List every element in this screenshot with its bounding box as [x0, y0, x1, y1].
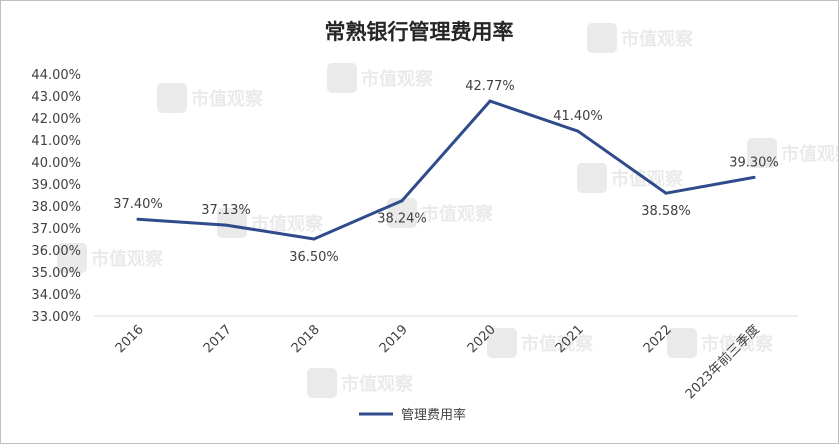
series-line	[136, 99, 756, 241]
watermark-text: 市值观察	[361, 68, 434, 90]
watermark-text: 市值观察	[341, 373, 414, 395]
watermark-logo-icon	[327, 63, 357, 93]
y-tick-label: 35.00%	[31, 266, 81, 281]
watermark: 市值观察	[307, 368, 414, 398]
watermark-text: 市值观察	[421, 203, 494, 225]
data-label: 36.50%	[289, 250, 339, 265]
y-tick-label: 40.00%	[31, 156, 81, 171]
x-tick-label: 2017	[201, 322, 235, 356]
y-tick-label: 38.00%	[31, 200, 81, 215]
y-tick-label: 42.00%	[31, 112, 81, 127]
y-tick-label: 41.00%	[31, 134, 81, 149]
watermark-logo-icon	[667, 328, 697, 358]
watermark: 市值观察	[747, 138, 838, 168]
watermark-logo-icon	[487, 328, 517, 358]
y-tick-label: 37.00%	[31, 222, 81, 237]
y-tick-label: 39.00%	[31, 178, 81, 193]
watermark: 市值观察	[667, 328, 774, 358]
watermark-text: 市值观察	[91, 248, 164, 270]
x-tick-label: 2018	[289, 322, 323, 356]
data-labels: 37.40% 37.13% 36.50% 38.24% 42.77% 41.40% 38.5…	[113, 79, 779, 265]
data-point	[224, 223, 228, 227]
watermark: 市值观察	[217, 208, 324, 238]
data-label: 38.24%	[377, 212, 427, 227]
data-label: 37.13%	[201, 203, 251, 218]
legend-label: 管理费用率	[401, 407, 466, 423]
x-tick-label: 2019	[377, 322, 411, 356]
watermark-text: 市值观察	[191, 88, 264, 110]
watermark-logo-icon	[307, 368, 337, 398]
watermark: 市值观察	[157, 83, 264, 113]
watermark-logo-icon	[57, 243, 87, 273]
data-point	[576, 129, 580, 133]
data-label: 39.30%	[729, 155, 779, 170]
y-tick-label: 33.00%	[31, 310, 81, 325]
watermark: 市值观察	[327, 63, 434, 93]
watermark-text: 市值观察	[621, 28, 694, 50]
data-point	[312, 237, 316, 241]
data-point	[400, 199, 404, 203]
y-tick-label: 44.00%	[31, 68, 81, 83]
data-label: 41.40%	[553, 109, 603, 124]
series-layer	[136, 99, 756, 241]
x-axis-ticks: 2016 2017 2018 2019 2020 2021 2022 2023年前三季度	[113, 322, 763, 403]
data-label: 38.58%	[641, 204, 691, 219]
watermark: 市值观察	[57, 243, 164, 273]
data-label: 37.40%	[113, 197, 163, 212]
watermark-logo-icon	[747, 138, 777, 168]
watermark-text: 市值观察	[251, 213, 324, 235]
watermark-text: 市值观察	[781, 143, 838, 165]
data-point	[488, 99, 492, 103]
watermark: 市值观察	[487, 328, 594, 358]
watermark-text: 市值观察	[701, 333, 774, 355]
watermark-logo-icon	[577, 163, 607, 193]
y-axis-ticks: 33.00% 34.00% 35.00% 36.00% 37.00% 38.00% 39.0…	[31, 68, 81, 325]
y-tick-label: 43.00%	[31, 90, 81, 105]
chart-title: 常熟银行管理费用率	[325, 20, 514, 44]
legend: 管理费用率	[359, 407, 466, 423]
data-point	[664, 191, 668, 195]
y-tick-label: 34.00%	[31, 288, 81, 303]
data-label: 42.77%	[465, 79, 515, 94]
y-tick-label: 36.00%	[31, 244, 81, 259]
watermark-layer: 市值观察市值观察市值观察市值观察市值观察市值观察市值观察市值观察市值观察市值观察…	[57, 23, 838, 398]
watermark-logo-icon	[217, 208, 247, 238]
watermark: 市值观察	[587, 23, 694, 53]
watermark-logo-icon	[157, 83, 187, 113]
watermark-text: 市值观察	[521, 333, 594, 355]
watermark-logo-icon	[587, 23, 617, 53]
x-tick-label: 2016	[113, 322, 147, 356]
data-point	[752, 175, 756, 179]
data-point	[136, 217, 140, 221]
